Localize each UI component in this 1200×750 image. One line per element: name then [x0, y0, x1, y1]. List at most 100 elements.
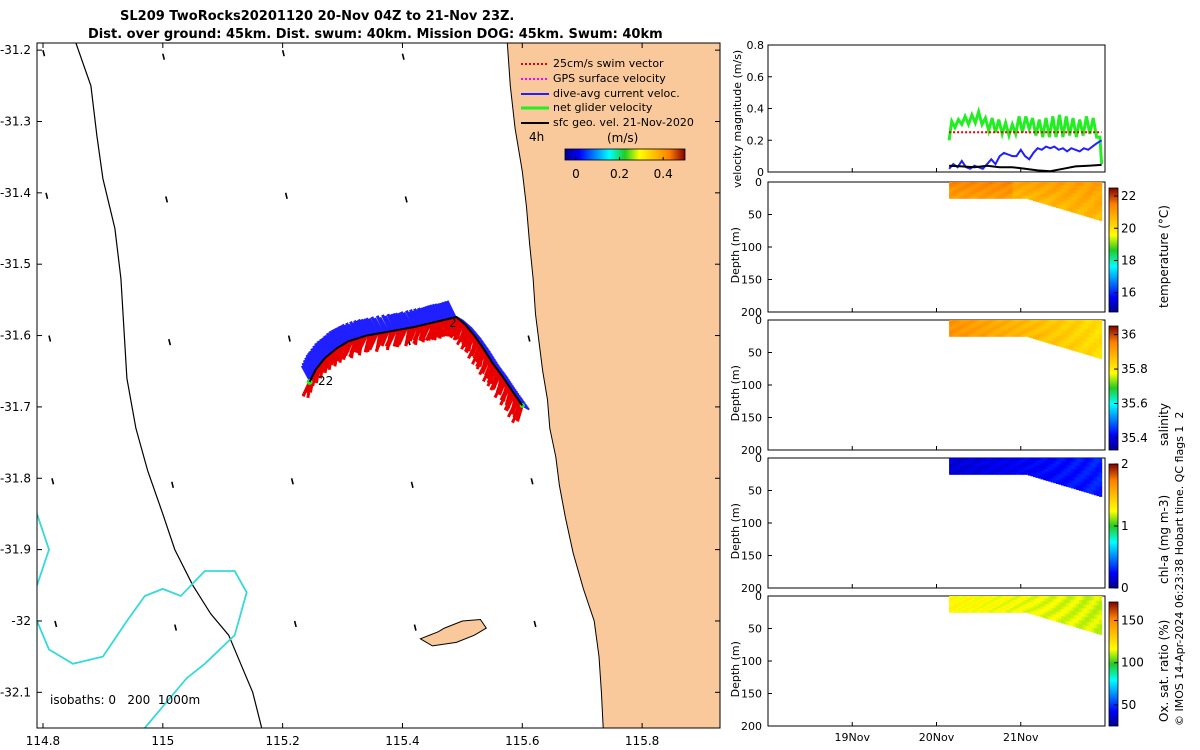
depth-cell [1043, 184, 1047, 188]
depth-cell [1083, 324, 1087, 329]
depth-cell [972, 608, 976, 611]
depth-cell [1096, 338, 1100, 344]
depth-cell [1040, 460, 1044, 464]
depth-colorbar-tick-label: 150 [1121, 614, 1144, 628]
depth-cell [1094, 462, 1098, 468]
depth-cell [964, 332, 968, 335]
depth-cell [1083, 612, 1087, 618]
depth-cell [1015, 322, 1019, 325]
depth-cell [1002, 330, 1006, 333]
depth-cell [1033, 324, 1037, 328]
depth-cell [974, 602, 978, 605]
depth-cell [987, 596, 991, 599]
depth-cell [1055, 339, 1059, 343]
depth-cell [1086, 337, 1090, 343]
depth-cell [961, 468, 965, 471]
depth-cell [1058, 618, 1062, 623]
depth-cell [1096, 476, 1100, 482]
depth-cell [1027, 462, 1031, 465]
depth-cell [1045, 195, 1049, 200]
depth-cell [1045, 458, 1049, 462]
depth-cell [1025, 596, 1029, 599]
depth-cell [1002, 190, 1006, 193]
depth-cell [1053, 605, 1057, 609]
depth-cell [1076, 485, 1080, 490]
depth-cell [1050, 331, 1054, 336]
depth-cell [1083, 341, 1087, 346]
depth-cell [1020, 320, 1024, 323]
depth-cell [1091, 329, 1095, 335]
depth-cell [1091, 476, 1095, 482]
depth-cell [989, 326, 993, 329]
depth-cell [1083, 207, 1087, 213]
depth-cell [1086, 324, 1090, 330]
depth-cell [1035, 467, 1039, 471]
depth-cell [989, 460, 993, 463]
depth-cell [1027, 322, 1031, 325]
current-vector [341, 323, 352, 342]
depth-cell [1086, 199, 1090, 205]
depth-cell [1083, 617, 1087, 622]
depth-cell [1076, 619, 1080, 625]
depth-cell [979, 598, 983, 601]
depth-cell [989, 610, 993, 613]
depth-cell [1015, 320, 1019, 323]
depth-cell [1022, 326, 1026, 329]
depth-cell [1007, 192, 1011, 195]
depth-cell [1063, 199, 1067, 204]
depth-cell [1025, 182, 1029, 185]
depth-cell [1081, 470, 1085, 476]
depth-cell [1012, 466, 1016, 469]
depth-cell [1073, 343, 1077, 348]
depth-cell [964, 604, 968, 607]
swim-vector [433, 321, 440, 341]
depth-cell [954, 600, 958, 603]
depth-cell [1022, 320, 1026, 323]
depth-cell [1038, 325, 1042, 329]
depth-cell [966, 324, 970, 327]
depth-cell [1020, 468, 1024, 471]
depth-cell [1005, 608, 1009, 611]
depth-cell [1007, 610, 1011, 613]
depth-cell [1096, 352, 1100, 359]
depth-cell [1020, 192, 1024, 195]
depth-cell [1050, 469, 1054, 474]
depth-cell [1094, 481, 1098, 487]
depth-cell [1043, 338, 1047, 343]
depth-cell [966, 460, 970, 463]
depth-cell [997, 472, 1001, 475]
current-vector [349, 321, 360, 339]
depth-cell [1066, 192, 1070, 197]
depth-cell [1027, 192, 1031, 196]
depth-cell [1030, 193, 1034, 196]
depth-cell [951, 322, 955, 325]
depth-cell [964, 324, 968, 327]
depth-cell [977, 470, 981, 473]
depth-cell [1040, 330, 1044, 334]
depth-cell [1007, 470, 1011, 473]
depth-cell [984, 608, 988, 611]
swim-vector [474, 342, 481, 362]
depth-cell [972, 468, 976, 471]
depth-cell [972, 196, 976, 199]
depth-cell [1005, 600, 1009, 603]
depth-cell [1078, 608, 1082, 613]
depth-cell [1035, 198, 1039, 202]
depth-cell [951, 610, 955, 613]
depth-cell [951, 324, 955, 327]
depth-cell [1053, 458, 1057, 462]
depth-cell [949, 606, 953, 609]
depth-cell [1066, 482, 1070, 487]
depth-cell [974, 468, 978, 471]
depth-cell [1038, 194, 1042, 198]
geo-velocity-arrow [168, 338, 172, 346]
depth-cell [959, 194, 963, 197]
depth-cell [1017, 334, 1021, 337]
depth-cell [1043, 336, 1047, 340]
depth-cell [954, 190, 958, 193]
depth-cell [972, 598, 976, 601]
depth-cell [1068, 189, 1072, 194]
depth-cell [994, 458, 998, 461]
depth-cell [1017, 602, 1021, 605]
